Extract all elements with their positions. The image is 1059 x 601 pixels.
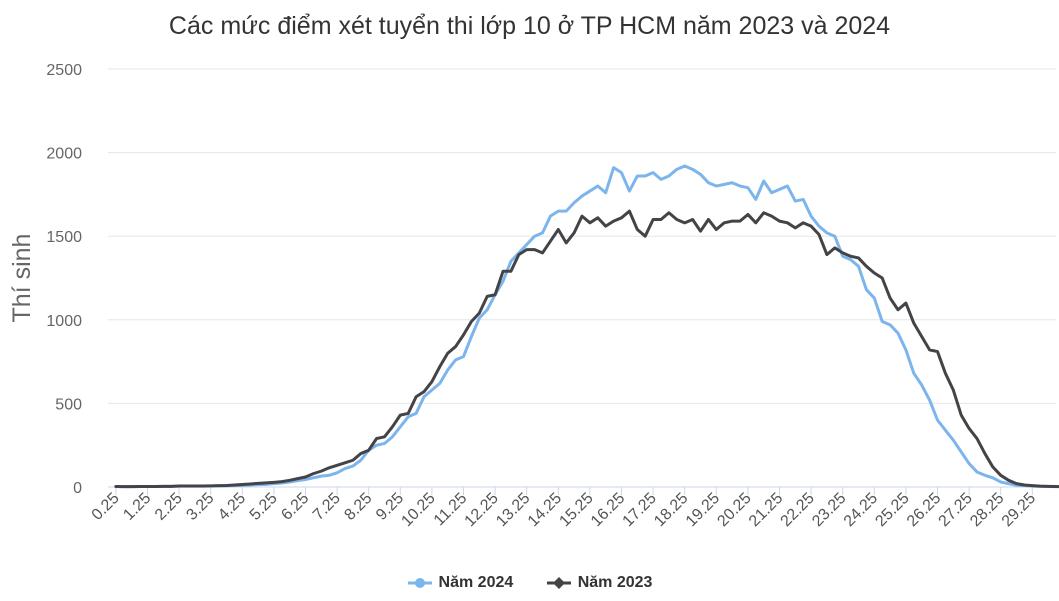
x-tick-label: 20.25 — [714, 490, 754, 530]
y-tick-label: 0 — [73, 480, 82, 497]
x-tick-label: 12.25 — [462, 490, 502, 530]
legend-label-2024: Năm 2024 — [438, 574, 514, 591]
x-tick-label: 4.25 — [215, 490, 249, 524]
x-tick-label: 0.25 — [89, 490, 123, 524]
legend-circle-icon — [407, 578, 432, 588]
x-tick-label: 29.25 — [999, 490, 1039, 530]
x-tick-label: 1.25 — [120, 490, 154, 524]
x-tick-label: 19.25 — [683, 490, 723, 530]
x-tick-label: 24.25 — [841, 490, 881, 530]
chart-title: Các mức điểm xét tuyển thi lớp 10 ở TP H… — [168, 12, 891, 40]
y-tick-label: 2000 — [46, 146, 82, 163]
legend: Năm 2024 Năm 2023 — [0, 574, 1059, 595]
legend-item-2023[interactable]: Năm 2023 — [546, 574, 653, 592]
series-layer — [114, 164, 1059, 489]
legend-diamond-icon — [546, 577, 571, 589]
x-tick-label: 5.25 — [247, 490, 281, 524]
y-tick-label: 1000 — [46, 313, 82, 330]
legend-label-2023: Năm 2023 — [577, 574, 653, 591]
y-tick-label: 2500 — [46, 62, 82, 79]
x-tick-label: 13.25 — [493, 490, 533, 530]
x-tick-label: 28.25 — [967, 490, 1007, 530]
x-tick-label: 22.25 — [778, 490, 818, 530]
x-tick-label: 7.25 — [310, 490, 344, 524]
grid-layer — [108, 68, 1056, 488]
x-tick-label: 21.25 — [746, 490, 786, 530]
x-tick-label: 23.25 — [809, 490, 849, 530]
x-tick-label: 17.25 — [620, 490, 660, 530]
x-tick-label: 3.25 — [183, 490, 217, 524]
y-axis: 0 500 1000 1500 2000 2500 — [46, 62, 82, 497]
y-axis-label: Thí sinh — [8, 234, 36, 323]
x-tick-label: 25.25 — [872, 490, 912, 530]
legend-item-2024[interactable]: Năm 2024 — [407, 574, 514, 592]
y-tick-label: 500 — [55, 396, 82, 413]
y-tick-label: 1500 — [46, 229, 82, 246]
x-tick-label: 10.25 — [398, 490, 438, 530]
chart-plot: 0 500 1000 1500 2000 2500 0.251.252.253.254.2… — [8, 62, 1059, 530]
x-tick-label: 18.25 — [651, 490, 691, 530]
x-tick-label: 8.25 — [341, 490, 375, 524]
x-tick-label: 27.25 — [936, 490, 976, 530]
x-tick-label: 6.25 — [278, 490, 312, 524]
x-tick-label: 16.25 — [588, 490, 628, 530]
x-tick-label: 14.25 — [525, 490, 565, 530]
x-tick-label: 15.25 — [556, 490, 596, 530]
x-tick-label: 26.25 — [904, 490, 944, 530]
series-line-2023[interactable] — [114, 209, 1059, 489]
x-tick-label: 2.25 — [152, 490, 186, 524]
x-tick-label: 11.25 — [431, 490, 471, 530]
x-axis: 0.251.252.253.254.255.256.257.258.259.25… — [89, 487, 1039, 530]
